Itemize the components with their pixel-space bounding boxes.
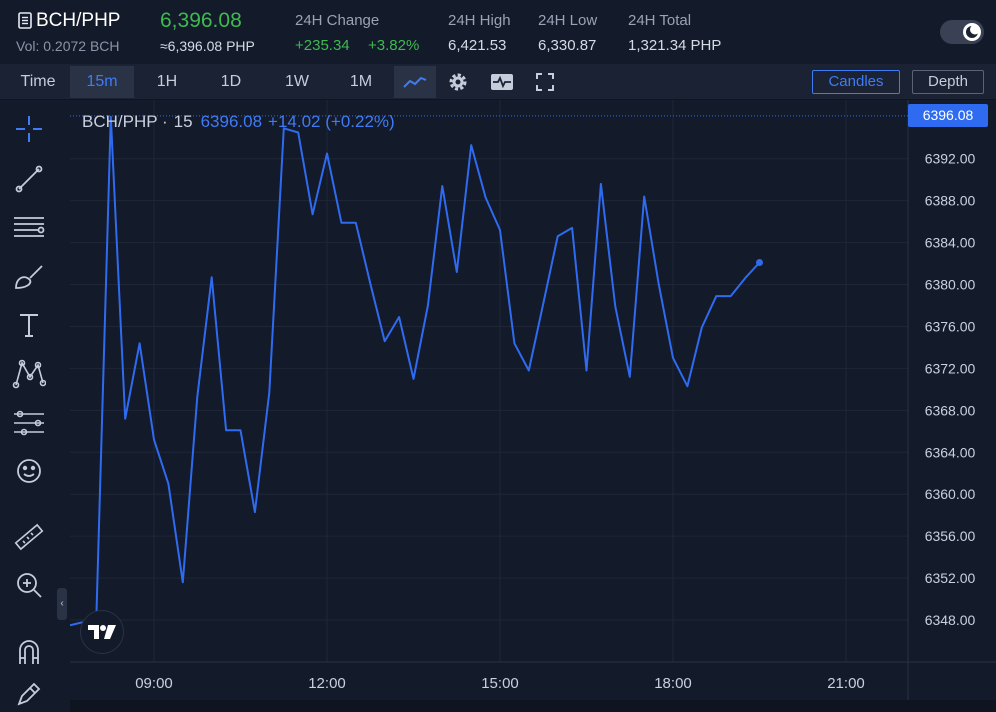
x-tick-label: 15:00 — [481, 675, 519, 692]
last-price-marker — [756, 259, 763, 267]
high-label: 24H High — [448, 12, 511, 29]
pattern-icon[interactable] — [10, 354, 48, 392]
brush-icon[interactable] — [10, 258, 48, 296]
chart-toolbar: Time 15m 1H 1D 1W 1M Candles Depth — [0, 64, 996, 100]
total-value: 1,321.34 PHP — [628, 37, 722, 54]
interval-time[interactable]: Time — [20, 73, 56, 90]
x-tick-label: 21:00 — [827, 675, 865, 692]
y-tick-label: 6380.00 — [925, 277, 976, 293]
last-price-tag: 6396.08 — [908, 104, 988, 128]
candles-button[interactable]: Candles — [812, 70, 900, 94]
emoji-icon[interactable] — [10, 452, 48, 490]
magnet-icon[interactable] — [10, 632, 48, 670]
y-tick-label: 6360.00 — [925, 486, 976, 502]
low-value: 6,330.87 — [538, 37, 597, 54]
high-value: 6,421.53 — [448, 37, 507, 54]
x-tick-label: 12:00 — [308, 675, 346, 692]
moon-icon — [963, 23, 981, 41]
drawing-tools — [0, 100, 58, 712]
tradingview-logo[interactable] — [80, 610, 124, 654]
y-tick-label: 6388.00 — [925, 193, 976, 209]
change-label: 24H Change — [295, 12, 380, 29]
line-chart-icon[interactable] — [394, 66, 436, 98]
y-tick-label: 6392.00 — [925, 151, 976, 167]
price-line-series — [70, 115, 761, 627]
pair-name[interactable]: BCH/PHP — [36, 10, 121, 31]
change-abs: +235.34 — [295, 37, 350, 54]
chart-background — [70, 100, 996, 700]
chart-legend: BCH/PHP · 15 6396.08 +14.02 (+0.22%) — [82, 112, 395, 132]
indicators-icon[interactable] — [488, 68, 516, 96]
depth-button[interactable]: Depth — [912, 70, 984, 94]
crosshair-icon[interactable] — [10, 110, 48, 148]
interval-1w[interactable]: 1W — [285, 73, 309, 90]
zoom-in-icon[interactable] — [10, 566, 48, 604]
document-icon[interactable] — [18, 12, 32, 29]
y-tick-label: 6372.00 — [925, 360, 976, 376]
x-tick-label: 09:00 — [135, 675, 173, 692]
text-icon[interactable] — [10, 306, 48, 344]
legend-dot: · — [157, 112, 168, 131]
interval-15m[interactable]: 15m — [70, 66, 134, 98]
market-header: BCH/PHP Vol: 0.2072 BCH 6,396.08 ≈6,396.… — [0, 0, 996, 64]
legend-symbol: BCH/PHP — [82, 112, 158, 131]
y-tick-label: 6364.00 — [925, 444, 976, 460]
fullscreen-icon[interactable] — [531, 68, 559, 96]
y-tick-label: 6352.00 — [925, 570, 976, 586]
gear-icon[interactable] — [444, 68, 472, 96]
legend-interval: 15 — [173, 112, 193, 131]
y-tick-label: 6356.00 — [925, 528, 976, 544]
legend-last: 6396.08 — [200, 112, 263, 131]
fib-icon[interactable] — [10, 208, 48, 246]
price-php: ≈6,396.08 PHP — [160, 38, 255, 54]
price-chart[interactable]: 6392.00 6388.00 6384.00 6380.00 6376.00 6372.… — [70, 100, 996, 700]
y-tick-label: 6376.00 — [925, 318, 976, 334]
total-label: 24H Total — [628, 12, 692, 29]
ruler-icon[interactable] — [10, 518, 48, 556]
change-pct: +3.82% — [368, 37, 420, 54]
x-tick-label: 18:00 — [654, 675, 692, 692]
interval-1h[interactable]: 1H — [156, 73, 178, 90]
trendline-icon[interactable] — [10, 160, 48, 198]
pencil-icon[interactable] — [10, 676, 48, 712]
y-tick-label: 6348.00 — [925, 612, 976, 628]
chart-canvas[interactable]: 6392.00 6388.00 6384.00 6380.00 6376.00 6372.… — [70, 100, 996, 700]
interval-1d[interactable]: 1D — [220, 73, 242, 90]
prediction-icon[interactable] — [10, 404, 48, 442]
y-tick-label: 6384.00 — [925, 235, 976, 251]
legend-change: +14.02 (+0.22%) — [268, 112, 395, 131]
low-label: 24H Low — [538, 12, 598, 29]
last-price: 6,396.08 — [160, 9, 242, 32]
volume-label: Vol: 0.2072 BCH — [16, 38, 120, 54]
interval-1m[interactable]: 1M — [349, 73, 373, 90]
bottom-strip — [70, 700, 996, 712]
theme-toggle[interactable] — [940, 20, 984, 44]
y-tick-label: 6368.00 — [925, 402, 976, 418]
collapse-toolbar-button[interactable]: ‹ — [57, 588, 67, 620]
